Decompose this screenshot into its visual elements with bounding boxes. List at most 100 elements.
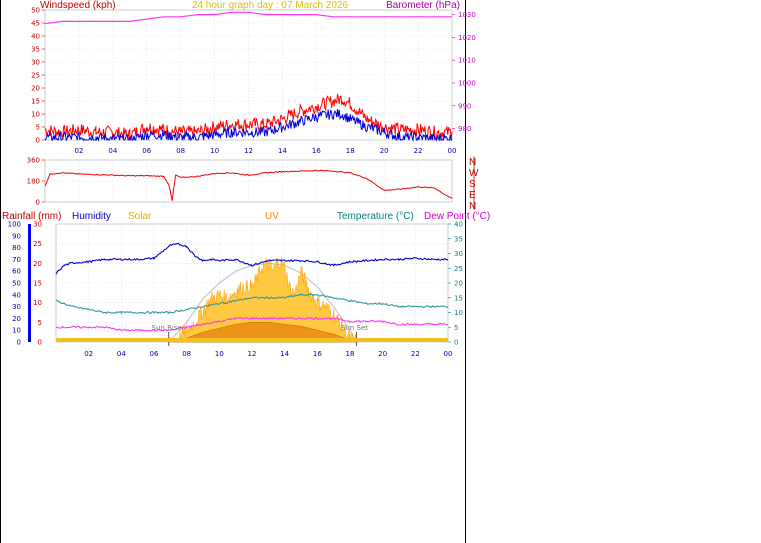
humidity-tick-label: 20 [12,315,21,323]
humidity-tick-label: 40 [12,291,21,299]
temperature-tick-label: 35 [454,235,463,243]
direction-tick-label: 180 [27,178,40,186]
compass-label: N [469,201,476,212]
rainfall-solar-ticks: 0 5 10 15 20 25 30 [33,221,42,347]
panel-3-headers: Rainfall (mm) Humidity Solar UV Temperature … [2,211,490,222]
series-group-3 [55,242,449,343]
windspeed-tick-label: 15 [31,98,40,106]
rainfall-baseline-bar [56,338,448,342]
windspeed-tick-label: 35 [31,46,40,54]
windspeed-tick-label: 30 [31,59,40,67]
x-tick-label: 14 [280,350,289,358]
x-tick-label: 02 [74,147,83,155]
wind-barometer-chart: Windspeed (kph) 24 hour graph day : 07 M… [31,0,476,155]
barometer-tick-label: 1000 [458,79,476,87]
windspeed-tick-label: 25 [31,72,40,80]
x-tick-label: 18 [346,147,355,155]
compass-label: N [469,157,476,168]
rainfall-tick-label: 10 [33,299,42,307]
barometer-tick-label: 1010 [458,57,476,65]
x-tick-label: 10 [210,147,219,155]
temperature-ticks: 0 5 10 15 20 25 30 35 40 [448,221,463,347]
humidity-tick-label: 80 [12,244,21,252]
series-line-dew [55,316,449,332]
x-tick-label: 16 [313,350,322,358]
x-tick-label: 22 [414,147,423,155]
series-header: Solar [128,211,152,222]
temperature-tick-label: 15 [454,294,463,302]
compass-label: W [469,168,479,179]
humidity-ticks: 0 10 20 30 40 50 60 70 80 90 100 [8,221,21,347]
windspeed-ticks: 0 5 10 15 20 25 30 35 40 45 50 [31,7,45,145]
humidity-tick-label: 70 [12,256,21,264]
rainfall-tick-label: 5 [38,319,42,327]
windspeed-tick-label: 0 [36,137,40,145]
x-tick-label: 00 [448,147,457,155]
x-axis-ticks-1: 02 04 06 08 10 12 14 16 18 20 22 00 [74,147,456,155]
humidity-tick-label: 0 [17,339,21,347]
temperature-tick-label: 5 [454,324,458,332]
x-tick-label: 08 [182,350,191,358]
rainfall-tick-label: 25 [33,240,42,248]
x-axis-ticks-3: 02 04 06 08 10 12 14 16 18 20 22 00 [84,350,452,358]
barometer-ticks: 980 990 1000 1010 1020 1030 [452,11,476,133]
series-line-barometer [44,11,452,25]
x-tick-label: 06 [142,147,151,155]
windspeed-tick-label: 50 [31,7,40,15]
solar-temperature-chart: Rainfall (mm) Humidity Solar UV Temperature … [2,211,490,358]
rainfall-tick-label: 15 [33,280,42,288]
series-line-wind-direction [44,169,453,201]
windspeed-tick-label: 40 [31,33,40,41]
x-tick-label: 22 [411,350,420,358]
chart-title: 24 hour graph day : 07 March 2026 [192,0,349,11]
direction-tick-label: 360 [27,157,40,165]
windspeed-tick-label: 45 [31,20,40,28]
x-tick-label: 20 [380,147,389,155]
windspeed-axis-title: Windspeed (kph) [40,0,116,11]
series-group-2 [44,169,453,201]
barometer-tick-label: 990 [458,102,471,110]
windspeed-tick-label: 20 [31,85,40,93]
humidity-tick-label: 10 [12,327,21,335]
barometer-tick-label: 1020 [458,34,476,42]
sun-rise-label: Sun Rise [152,324,182,332]
rainfall-scale-bar [28,224,31,342]
temperature-tick-label: 10 [454,309,463,317]
temperature-tick-label: 0 [454,339,458,347]
x-tick-label: 18 [346,350,355,358]
series-header: Humidity [72,211,111,222]
x-tick-label: 04 [108,147,117,155]
humidity-tick-label: 60 [12,268,21,276]
series-area-solar [168,257,357,343]
x-tick-label: 12 [244,147,253,155]
windspeed-tick-label: 10 [31,111,40,119]
series-group-1 [44,11,453,142]
sun-set-label: Sun Set [341,324,368,332]
direction-tick-label: 0 [36,199,40,207]
humidity-tick-label: 90 [12,232,21,240]
barometer-tick-label: 980 [458,125,471,133]
direction-ticks: 0 180 360 [27,157,45,207]
humidity-tick-label: 30 [12,303,21,311]
x-tick-label: 10 [215,350,224,358]
grid-lines-2 [45,159,453,203]
series-line-humidity [55,242,449,275]
x-tick-label: 00 [444,350,453,358]
series-header: Dew Point (°C) [424,211,490,222]
frame-left-border [0,0,1,543]
temperature-tick-label: 30 [454,250,463,258]
x-tick-label: 06 [150,350,159,358]
x-tick-label: 14 [278,147,287,155]
x-tick-label: 16 [312,147,321,155]
barometer-axis-title: Barometer (hPa) [386,0,460,11]
series-header: Rainfall (mm) [2,211,61,222]
humidity-tick-label: 50 [12,280,21,288]
series-header: UV [265,211,279,222]
humidity-tick-label: 100 [8,221,21,229]
rainfall-tick-label: 20 [33,260,42,268]
series-header: Temperature (°C) [337,211,414,222]
rainfall-tick-label: 0 [38,339,42,347]
x-tick-label: 20 [378,350,387,358]
